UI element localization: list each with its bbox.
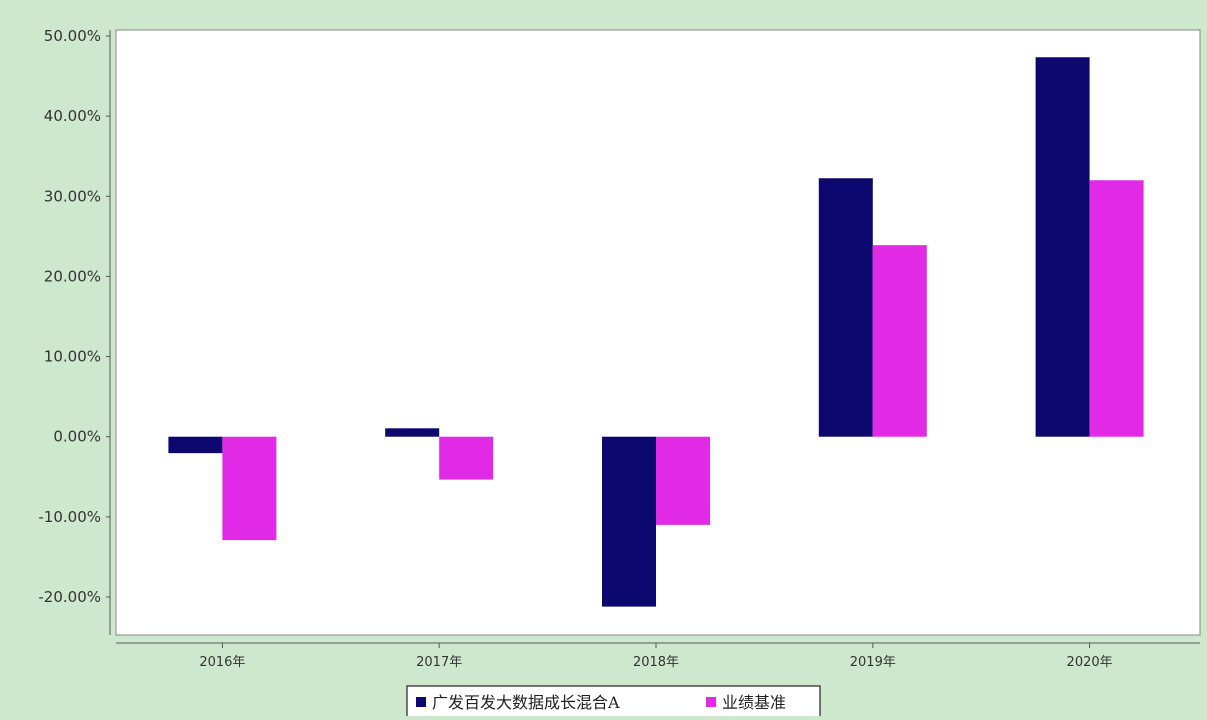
legend: 广发百发大数据成长混合A 业绩基准 [406,685,821,719]
x-axis: 2016年 2017年 2018年 2019年 2020年 [116,642,1200,670]
bar-benchmark [439,436,494,480]
y-tick-label: 20.00% [44,267,101,285]
bar-benchmark [1089,180,1144,437]
x-tick-label: 2020年 [1067,655,1113,670]
legend-swatch-benchmark [706,697,716,707]
x-tick-label: 2016年 [199,655,245,670]
y-tick-label: 50.00% [44,27,101,45]
bar-benchmark [872,245,927,437]
x-tick-label: 2017年 [416,655,462,670]
bar-fund [818,178,873,437]
bar-fund [168,436,223,454]
y-tick-label: 30.00% [44,187,101,205]
bar-benchmark [656,436,710,525]
bars-group [168,57,1144,607]
legend-swatch-fund [416,697,426,707]
plot-area [115,29,1201,636]
legend-label-benchmark: 业绩基准 [722,693,786,712]
y-tick-label: 10.00% [44,348,101,366]
bar-benchmark [222,436,277,541]
bar-fund [1035,57,1090,437]
x-tick-label: 2018年 [633,655,679,670]
bar-fund [602,436,656,607]
x-tick-label: 2019年 [850,655,896,670]
legend-label-fund: 广发百发大数据成长混合A [432,693,620,712]
y-axis: 50.00% 40.00% 30.00% 20.00% 10.00% 0.00% -10.0… [38,27,111,635]
bar-fund [385,428,440,437]
y-tick-label: -20.00% [38,588,101,606]
legend-box [406,685,821,719]
y-tick-label: -10.00% [38,508,101,526]
y-tick-label: 0.00% [53,428,101,446]
y-tick-label: 40.00% [44,107,101,125]
